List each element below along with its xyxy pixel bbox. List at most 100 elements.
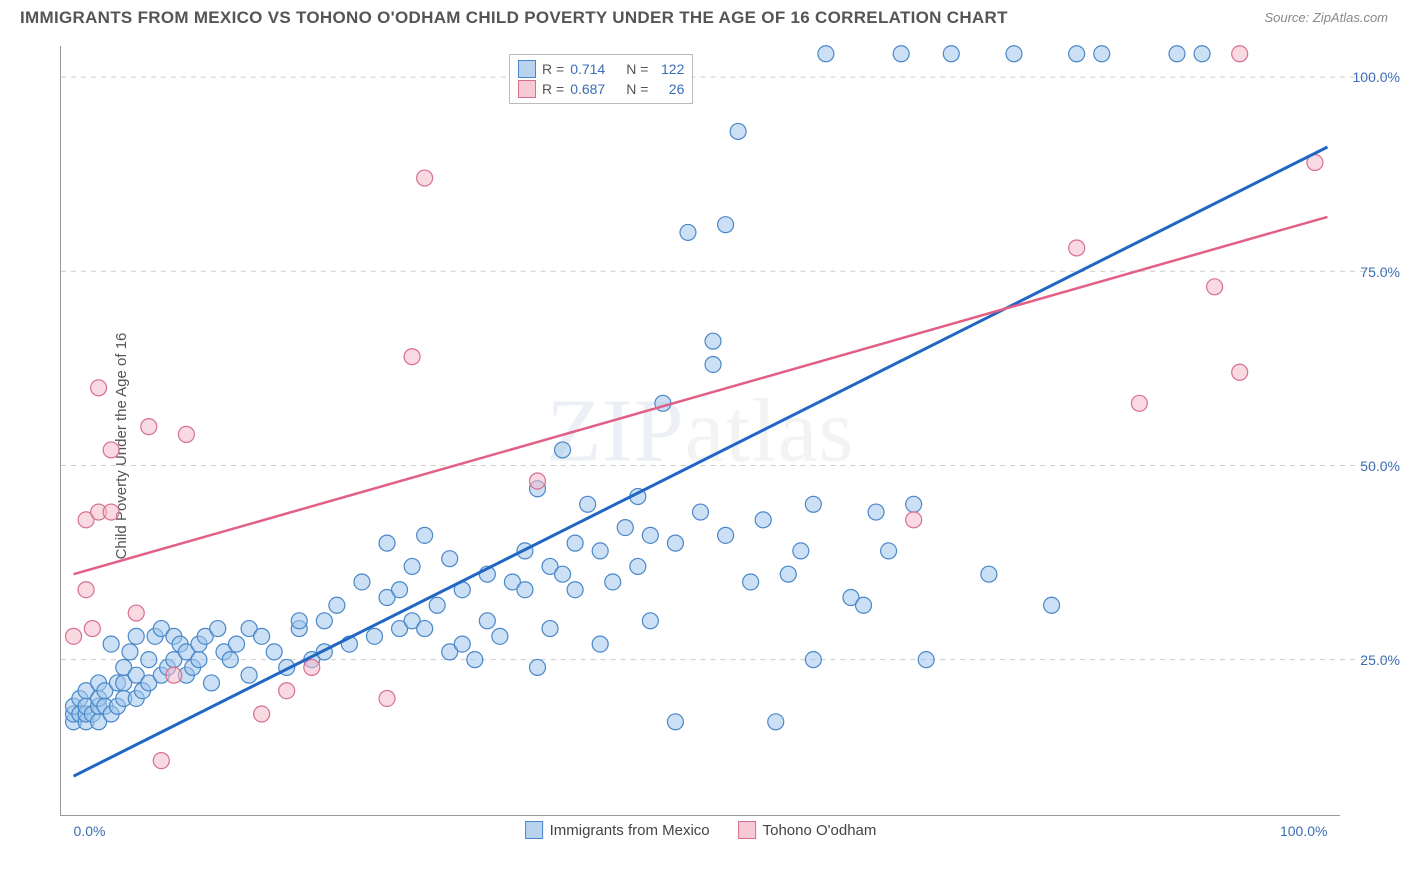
data-point-tohono bbox=[66, 628, 82, 644]
x-tick-label: 0.0% bbox=[74, 823, 106, 839]
r-value: 0.687 bbox=[570, 81, 614, 97]
data-point-mexico bbox=[429, 597, 445, 613]
data-point-mexico bbox=[693, 504, 709, 520]
data-point-tohono bbox=[153, 753, 169, 769]
data-point-tohono bbox=[529, 473, 545, 489]
data-point-mexico bbox=[630, 558, 646, 574]
scatter-plot: ZIPatlas 25.0%50.0%75.0%100.0% 0.0%100.0… bbox=[60, 46, 1340, 816]
data-point-mexico bbox=[768, 714, 784, 730]
data-point-mexico bbox=[379, 535, 395, 551]
source-attribution: Source: ZipAtlas.com bbox=[1264, 10, 1388, 25]
data-point-mexico bbox=[241, 667, 257, 683]
data-point-mexico bbox=[479, 613, 495, 629]
data-point-mexico bbox=[667, 535, 683, 551]
data-point-mexico bbox=[780, 566, 796, 582]
data-point-tohono bbox=[91, 380, 107, 396]
data-point-mexico bbox=[642, 613, 658, 629]
data-point-mexico bbox=[103, 636, 119, 652]
data-point-tohono bbox=[254, 706, 270, 722]
data-point-mexico bbox=[122, 644, 138, 660]
legend-item-mexico: Immigrants from Mexico bbox=[525, 821, 710, 839]
data-point-mexico bbox=[517, 582, 533, 598]
stats-swatch bbox=[518, 60, 536, 78]
legend-label-tohono: Tohono O'odham bbox=[763, 822, 877, 839]
data-point-mexico bbox=[718, 217, 734, 233]
data-point-mexico bbox=[329, 597, 345, 613]
data-point-mexico bbox=[567, 582, 583, 598]
n-label: N = bbox=[626, 61, 648, 77]
data-point-tohono bbox=[404, 349, 420, 365]
data-point-tohono bbox=[166, 667, 182, 683]
y-tick-label: 75.0% bbox=[1345, 264, 1400, 280]
stats-swatch bbox=[518, 80, 536, 98]
data-point-mexico bbox=[291, 613, 307, 629]
data-point-mexico bbox=[210, 621, 226, 637]
data-point-mexico bbox=[354, 574, 370, 590]
data-point-mexico bbox=[642, 527, 658, 543]
data-point-mexico bbox=[592, 543, 608, 559]
data-point-mexico bbox=[229, 636, 245, 652]
legend-swatch-tohono bbox=[738, 821, 756, 839]
legend-swatch-mexico bbox=[525, 821, 543, 839]
data-point-mexico bbox=[442, 551, 458, 567]
data-point-mexico bbox=[266, 644, 282, 660]
data-point-tohono bbox=[103, 442, 119, 458]
data-point-mexico bbox=[881, 543, 897, 559]
y-tick-label: 25.0% bbox=[1345, 652, 1400, 668]
data-point-mexico bbox=[392, 582, 408, 598]
data-point-mexico bbox=[805, 496, 821, 512]
data-point-tohono bbox=[78, 582, 94, 598]
plot-svg bbox=[61, 46, 1340, 815]
data-point-mexico bbox=[128, 628, 144, 644]
data-point-mexico bbox=[868, 504, 884, 520]
data-point-mexico bbox=[417, 621, 433, 637]
legend-stats-box: R =0.714N =122R =0.687N =26 bbox=[509, 54, 693, 104]
data-point-mexico bbox=[492, 628, 508, 644]
legend-stats-row: R =0.714N =122 bbox=[518, 59, 684, 79]
data-point-mexico bbox=[555, 566, 571, 582]
data-point-mexico bbox=[718, 527, 734, 543]
n-value: 122 bbox=[654, 61, 684, 77]
data-point-mexico bbox=[605, 574, 621, 590]
data-point-tohono bbox=[84, 621, 100, 637]
data-point-mexico bbox=[617, 520, 633, 536]
data-point-tohono bbox=[1207, 279, 1223, 295]
chart-title: IMMIGRANTS FROM MEXICO VS TOHONO O'ODHAM… bbox=[20, 8, 1008, 27]
data-point-mexico bbox=[222, 652, 238, 668]
data-point-mexico bbox=[755, 512, 771, 528]
data-point-mexico bbox=[918, 652, 934, 668]
data-point-mexico bbox=[191, 652, 207, 668]
data-point-mexico bbox=[592, 636, 608, 652]
data-point-mexico bbox=[404, 558, 420, 574]
data-point-mexico bbox=[667, 714, 683, 730]
legend-label-mexico: Immigrants from Mexico bbox=[550, 822, 710, 839]
data-point-mexico bbox=[1194, 46, 1210, 62]
data-point-mexico bbox=[454, 636, 470, 652]
x-tick-label: 100.0% bbox=[1280, 823, 1327, 839]
data-point-tohono bbox=[379, 690, 395, 706]
data-point-mexico bbox=[730, 123, 746, 139]
data-point-tohono bbox=[1232, 364, 1248, 380]
data-point-tohono bbox=[279, 683, 295, 699]
data-point-mexico bbox=[467, 652, 483, 668]
data-point-mexico bbox=[417, 527, 433, 543]
legend-bottom: Immigrants from Mexico Tohono O'odham bbox=[525, 821, 877, 839]
data-point-mexico bbox=[1069, 46, 1085, 62]
r-label: R = bbox=[542, 61, 564, 77]
data-point-tohono bbox=[906, 512, 922, 528]
data-point-mexico bbox=[981, 566, 997, 582]
data-point-mexico bbox=[1169, 46, 1185, 62]
data-point-mexico bbox=[856, 597, 872, 613]
data-point-tohono bbox=[1131, 395, 1147, 411]
n-value: 26 bbox=[654, 81, 684, 97]
data-point-mexico bbox=[705, 333, 721, 349]
y-tick-label: 50.0% bbox=[1345, 458, 1400, 474]
data-point-mexico bbox=[943, 46, 959, 62]
data-point-mexico bbox=[580, 496, 596, 512]
data-point-mexico bbox=[366, 628, 382, 644]
data-point-mexico bbox=[542, 621, 558, 637]
data-point-mexico bbox=[1094, 46, 1110, 62]
data-point-tohono bbox=[141, 419, 157, 435]
data-point-mexico bbox=[1006, 46, 1022, 62]
data-point-mexico bbox=[316, 613, 332, 629]
